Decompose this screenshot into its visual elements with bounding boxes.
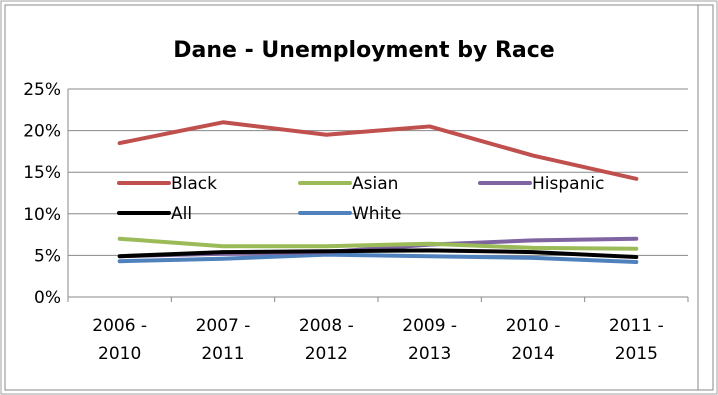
legend: Black Asian Hispanic All White (117, 174, 604, 224)
x-tick-label: 2015 (615, 344, 658, 364)
series-line-black (117, 120, 639, 181)
x-tick-label: 2014 (511, 344, 554, 364)
legend-label-all: All (171, 204, 192, 224)
x-axis: 2006 - 2010 2007 - 2011 2008 - 2012 2009 - 2013… (67, 297, 689, 364)
legend-label-hispanic: Hispanic (532, 174, 604, 194)
series-line-white (117, 252, 639, 265)
series-line-all (117, 248, 639, 260)
series-line-asian (117, 236, 639, 251)
y-tick-label: 20% (23, 122, 61, 142)
x-tick-label: 2006 - (92, 316, 147, 336)
x-tick-label: 2010 (98, 344, 141, 364)
series-lines (117, 120, 639, 265)
chart-title: Dane - Unemployment by Race (173, 38, 554, 63)
x-tick-label: 2010 - (506, 316, 561, 336)
y-tick-label: 25% (23, 80, 61, 100)
legend-label-white: White (352, 204, 401, 224)
y-tick-label: 5% (34, 246, 61, 266)
y-tick-label: 0% (34, 288, 61, 308)
x-tick-label: 2008 - (299, 316, 354, 336)
y-tick-label: 15% (23, 163, 61, 183)
y-axis: 0% 5% 10% 15% 20% 25% (23, 80, 69, 308)
y-tick-label: 10% (23, 205, 61, 225)
legend-label-asian: Asian (352, 174, 398, 194)
x-tick-label: 2013 (408, 344, 451, 364)
legend-label-black: Black (171, 174, 217, 194)
x-tick-label: 2012 (305, 344, 348, 364)
chart-area-border (4, 4, 714, 391)
x-tick-label: 2009 - (402, 316, 457, 336)
x-tick-label: 2011 - (609, 316, 664, 336)
x-tick-label: 2007 - (196, 316, 251, 336)
x-tick-label: 2011 (201, 344, 244, 364)
